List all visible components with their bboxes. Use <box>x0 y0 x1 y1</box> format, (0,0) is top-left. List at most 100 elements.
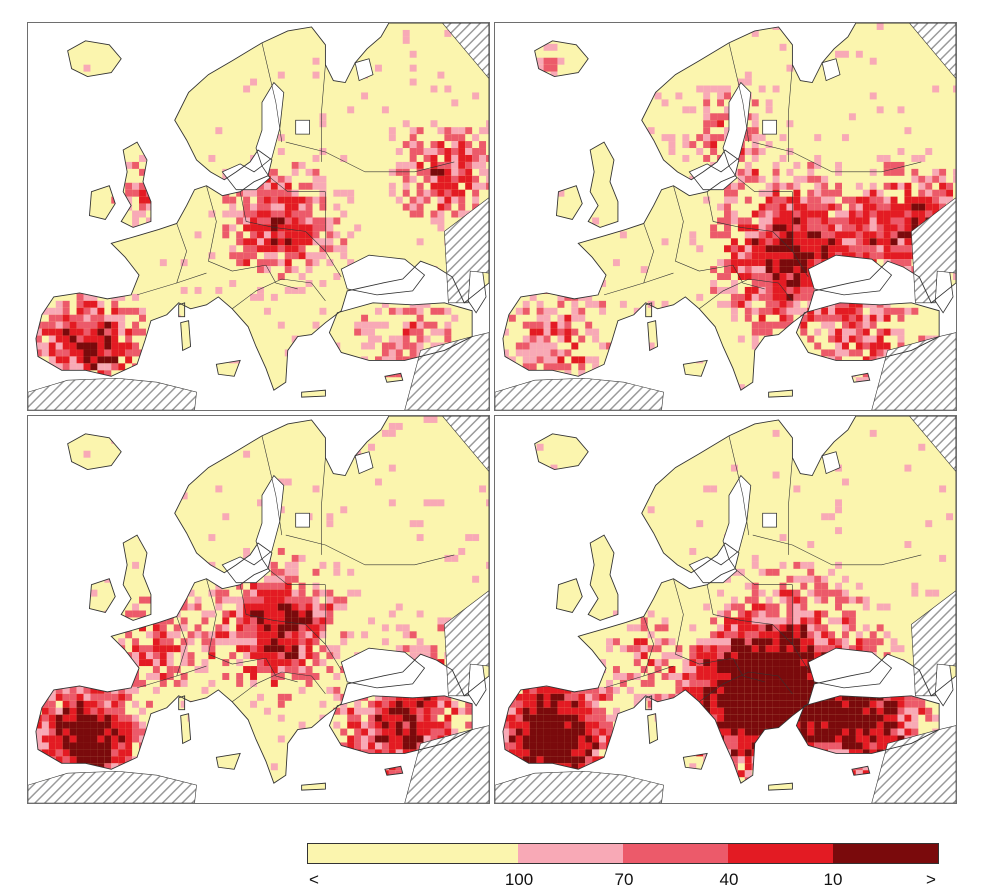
grid-cell <box>703 113 711 121</box>
grid-cell <box>437 693 445 701</box>
grid-cell <box>897 735 905 743</box>
grid-cell <box>821 349 829 357</box>
grid-cell <box>897 693 905 701</box>
grid-cell <box>430 175 438 183</box>
country-border <box>206 578 266 665</box>
grid-cell <box>606 693 613 701</box>
grid-cell <box>911 203 919 211</box>
grid-cell <box>883 252 891 260</box>
grid-cell <box>536 356 544 364</box>
grid-cell <box>828 631 836 639</box>
grid-cell <box>758 307 766 315</box>
grid-cell <box>62 321 70 329</box>
grid-cell <box>876 23 884 30</box>
grid-cell <box>814 645 822 653</box>
grid-cell <box>710 652 718 660</box>
grid-cell <box>250 210 258 218</box>
grid-cell <box>444 196 452 204</box>
grid-cell <box>835 714 842 722</box>
grid-cell <box>416 534 424 542</box>
grid-cell <box>374 714 382 722</box>
grid-cell <box>543 721 551 729</box>
grid-cell <box>83 328 91 336</box>
grid-cell <box>69 349 77 357</box>
grid-cell <box>444 307 452 315</box>
grid-cell <box>215 603 223 611</box>
grid-cell <box>841 478 849 486</box>
grid-cell <box>416 721 424 729</box>
grid-cell <box>883 217 891 225</box>
grid-cell <box>730 617 738 625</box>
grid-cell <box>897 728 905 736</box>
grid-cell <box>612 686 620 694</box>
grid-cell <box>97 307 105 315</box>
grid-cell <box>717 686 725 694</box>
grid-cell <box>486 127 489 135</box>
grid-cell <box>215 638 223 646</box>
grid-cell <box>104 707 112 715</box>
grid-cell <box>848 735 856 743</box>
grid-cell <box>270 603 278 611</box>
grid-cell <box>388 735 396 743</box>
grid-cell <box>83 742 91 750</box>
grid-cell <box>751 120 759 128</box>
grid-cell <box>536 64 544 72</box>
grid-cell <box>835 245 842 253</box>
coastline <box>35 23 489 391</box>
grid-cell <box>703 196 711 204</box>
grid-cell <box>751 693 759 701</box>
grid-cell <box>83 735 91 743</box>
grid-cell <box>502 328 509 336</box>
grid-cell <box>277 259 285 267</box>
grid-cell <box>869 321 877 329</box>
grid-cell <box>751 127 759 135</box>
grid-cell <box>180 638 188 646</box>
grid-cell <box>402 645 410 653</box>
grid-cell <box>319 224 327 232</box>
grid-cell <box>35 342 42 350</box>
grid-cell <box>257 210 264 218</box>
grid-cell <box>876 700 884 708</box>
grid-cell <box>564 314 572 322</box>
grid-cell <box>578 735 586 743</box>
grid-cell <box>751 113 759 121</box>
grid-cell <box>145 659 153 667</box>
grid-cell <box>543 686 551 694</box>
grid-cell <box>90 293 98 301</box>
grid-cell <box>821 714 829 722</box>
grid-cell <box>550 707 558 715</box>
grid-cell <box>814 175 822 183</box>
grid-cell <box>395 707 403 715</box>
grid-cell <box>800 686 808 694</box>
grid-cell <box>696 673 704 680</box>
grid-cell <box>437 217 445 225</box>
grid-cell <box>458 189 466 197</box>
grid-cell <box>599 735 607 743</box>
grid-cell <box>118 293 126 301</box>
grid-cell <box>828 728 836 736</box>
grid-cell <box>841 575 849 583</box>
grid-cell <box>55 714 63 722</box>
grid-cell <box>578 356 586 364</box>
grid-cell <box>284 596 292 604</box>
grid-cell <box>724 266 731 274</box>
grid-cell <box>904 307 912 315</box>
grid-cell <box>62 707 70 715</box>
grid-cell <box>786 631 794 639</box>
grid-cell <box>354 321 362 329</box>
grid-cell <box>180 659 188 667</box>
grid-cell <box>111 728 119 736</box>
grid-cell <box>90 321 98 329</box>
grid-cell <box>911 217 919 225</box>
grid-cell <box>409 349 417 357</box>
grid-cell <box>257 652 264 660</box>
grid-cell <box>465 707 473 715</box>
grid-cell <box>229 596 237 604</box>
grid-cell <box>765 300 773 308</box>
grid-cell <box>180 700 188 708</box>
grid-cell <box>298 231 306 239</box>
grid-cell <box>437 196 445 204</box>
grid-cell <box>409 203 417 211</box>
grid-cell <box>758 238 766 246</box>
grid-cell <box>243 589 251 597</box>
